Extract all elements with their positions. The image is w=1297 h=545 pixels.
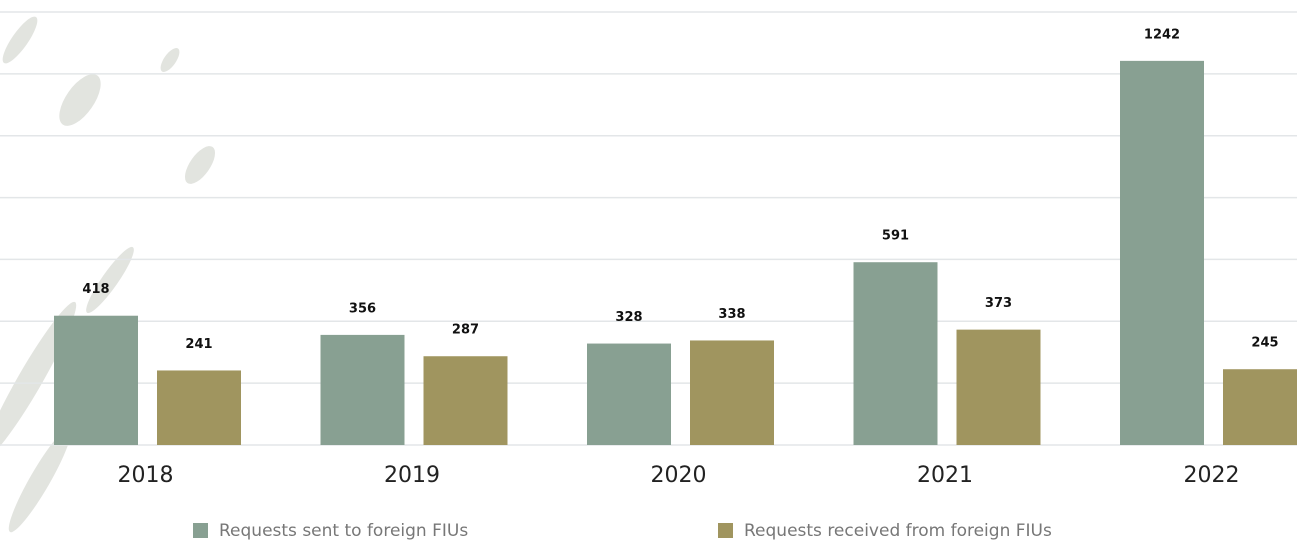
bar [1120,60,1204,446]
bar [1223,369,1297,445]
legend-label: Requests sent to foreign FIUs [219,521,468,541]
value-label: 245 [1251,336,1278,351]
value-label: 287 [452,323,479,338]
value-label: 373 [985,296,1012,311]
bar [320,334,405,445]
value-label: 1242 [1144,27,1180,42]
bar [690,340,774,445]
value-label: 418 [82,282,109,297]
legend-swatch [718,523,733,538]
value-label: 338 [718,307,745,322]
bar [157,370,241,445]
value-label: 591 [882,229,909,244]
legend-label: Requests received from foreign FIUs [744,521,1052,541]
value-label: 241 [185,337,212,352]
x-tick-label: 2019 [384,463,440,488]
legend-swatch [193,523,208,538]
x-tick-label: 2018 [118,463,174,488]
background-texture [0,16,216,533]
bar [853,262,938,445]
value-label: 328 [615,310,642,325]
bar [423,356,508,445]
x-tick-label: 2020 [651,463,707,488]
x-tick-label: 2021 [917,463,973,488]
bar [956,329,1041,445]
x-tick-label: 2022 [1184,463,1240,488]
value-label: 356 [349,301,376,316]
bar [587,343,671,445]
bars [54,60,1297,446]
bar [54,315,138,445]
